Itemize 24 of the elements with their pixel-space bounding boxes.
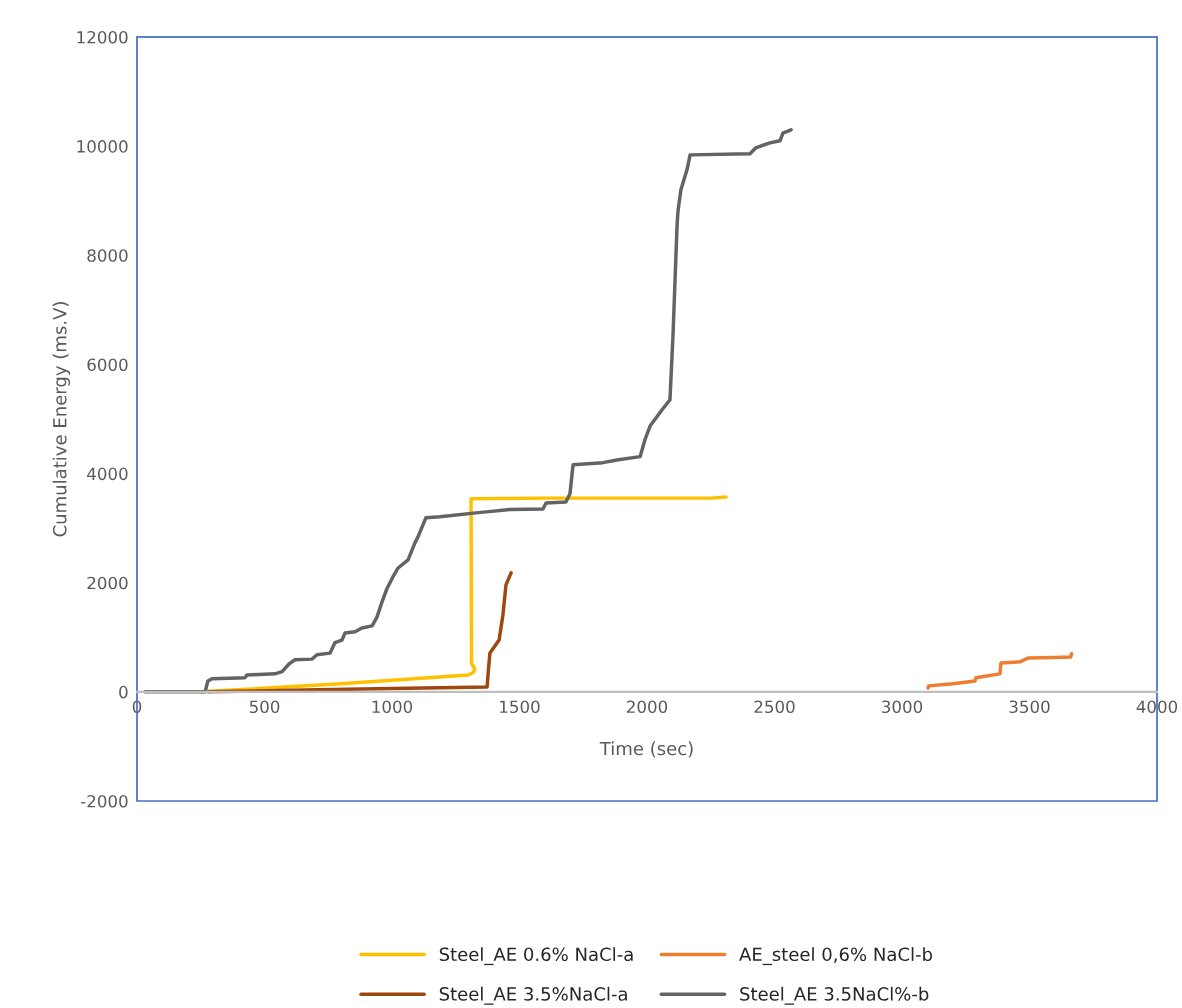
line-series [926, 651, 1074, 690]
x-tick-label: 3000 [882, 700, 923, 714]
x-tick-label: 3500 [1009, 700, 1050, 714]
y-tick-label: 8000 [87, 249, 128, 262]
x-axis-title: Time (sec) [599, 741, 693, 758]
legend-label: Steel_AE 0.6% NaCl-a [439, 947, 633, 966]
x-tick-label: 500 [249, 700, 280, 714]
line-series [206, 571, 513, 694]
legend-label: Steel_AE 3.5%NaCl-a [439, 986, 627, 1005]
y-tick-label: 12000 [77, 30, 128, 44]
legend-label: Steel_AE 3.5NaCl%-b [740, 986, 929, 1005]
x-tick-label: 1500 [500, 700, 540, 714]
line-series [143, 128, 793, 694]
y-tick-label: 2000 [87, 576, 128, 590]
y-tick-label: 4000 [87, 467, 128, 481]
y-tick-label: 10000 [77, 140, 128, 153]
legend-label: AE_steel 0,6% NaCl-b [739, 947, 933, 966]
x-tick-label: 2500 [754, 700, 795, 714]
x-tick-label: 1000 [372, 700, 413, 714]
y-axis-title: Cumulative Energy (ms.V) [52, 302, 71, 537]
y-tick-label: 0 [119, 685, 128, 699]
x-tick-label: 2000 [627, 700, 668, 714]
y-tick-label: -2000 [81, 794, 128, 808]
y-tick-label: 6000 [87, 358, 128, 371]
